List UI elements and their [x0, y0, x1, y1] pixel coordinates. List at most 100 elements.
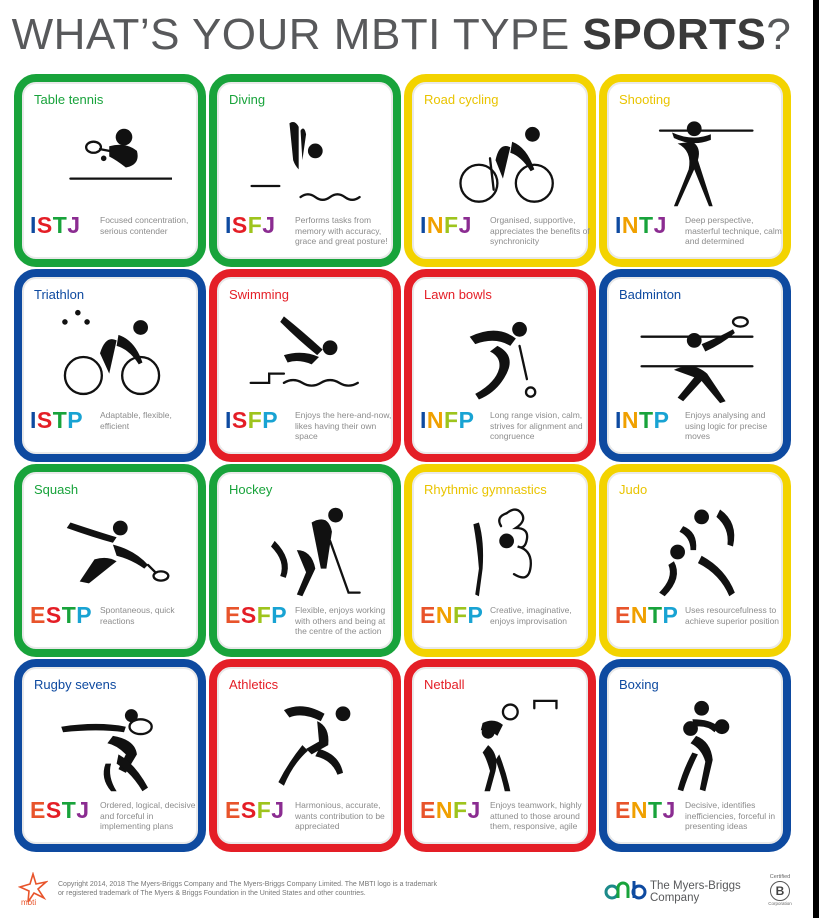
sport-card: Table tennis ISTJ Focused concentration, s… — [14, 74, 206, 267]
sport-name: Rhythmic gymnastics — [424, 482, 547, 497]
sport-card: Triathlon ISTP Adaptable, flexible, effici… — [14, 269, 206, 462]
sport-name: Table tennis — [34, 92, 104, 107]
type-letter: T — [639, 407, 654, 433]
type-description: Enjoys the here-and-now, likes having th… — [295, 410, 392, 441]
sport-name: Lawn bowls — [424, 287, 492, 302]
mbti-type: ESFJ — [225, 797, 285, 824]
bcorp-letter: B — [770, 881, 790, 901]
type-letter: P — [458, 407, 475, 433]
hockey-icon — [271, 507, 361, 597]
type-letter: T — [639, 212, 654, 238]
sport-card: Road cycling INFJ Organised, supportive, a… — [404, 74, 596, 267]
type-letter: F — [444, 407, 459, 433]
sport-name: Netball — [424, 677, 465, 692]
right-edge-bar — [813, 0, 819, 918]
type-letter: F — [256, 602, 272, 628]
type-letter: J — [458, 212, 472, 238]
type-letter: T — [61, 797, 77, 823]
type-description: Adaptable, flexible, efficient — [100, 410, 172, 431]
company-name-line2: Company — [650, 892, 700, 904]
triathlon-icon — [62, 309, 161, 396]
sport-name: Hockey — [229, 482, 273, 497]
boxing-icon — [677, 700, 730, 792]
type-letter: E — [225, 797, 241, 823]
mbti-logo-icon — [18, 872, 48, 903]
type-description: Ordered, logical, decisive and forceful … — [100, 800, 196, 831]
rhythmic-gymnastics-icon — [473, 508, 532, 597]
type-description: Creative, imaginative, enjoys improvisat… — [490, 605, 572, 626]
type-letter: I — [225, 212, 232, 238]
footer: mbti Copyright 2014, 2018 The Myers-Brig… — [0, 868, 819, 918]
road-cycling-icon — [459, 126, 554, 203]
squash-icon — [66, 520, 170, 584]
sport-name: Swimming — [229, 287, 289, 302]
type-letter: N — [426, 407, 445, 433]
type-letter: P — [262, 407, 279, 433]
type-description: Spontaneous, quick reactions — [100, 605, 175, 626]
athletics-icon — [278, 706, 351, 786]
type-letter: J — [653, 212, 667, 238]
sport-card: Rugby sevens ESTJ Ordered, logical, decisi… — [14, 659, 206, 852]
mbti-type: INFJ — [420, 212, 472, 239]
type-letter: N — [435, 602, 453, 628]
sport-name: Road cycling — [424, 92, 499, 107]
type-letter: F — [452, 797, 468, 823]
type-letter: T — [647, 797, 663, 823]
type-letter: E — [420, 797, 436, 823]
type-description: Enjoys teamwork, highly attuned to those… — [490, 800, 582, 831]
type-letter: T — [52, 212, 68, 238]
type-description: Organised, supportive, appreciates the b… — [490, 215, 590, 246]
table-tennis-icon — [69, 128, 172, 180]
mbti-type: ESTP — [30, 602, 92, 629]
sport-name: Shooting — [619, 92, 671, 107]
sport-card: Boxing ENTJ Decisive, identifies inefficie… — [599, 659, 791, 852]
type-letter: I — [420, 407, 427, 433]
type-letter: J — [271, 797, 285, 823]
swimming-icon — [249, 316, 359, 387]
sports-grid: Table tennis ISTJ Focused concentration, s… — [14, 74, 796, 862]
sport-name: Badminton — [619, 287, 682, 302]
type-letter: P — [67, 407, 84, 433]
type-description: Focused concentration, serious contender — [100, 215, 189, 236]
badminton-icon — [640, 316, 754, 404]
type-letter: N — [621, 407, 640, 433]
mbti-type: INTP — [615, 407, 669, 434]
sport-card: Judo ENTP Uses resourcefulness to achieve … — [599, 464, 791, 657]
sport-card: Athletics ESFJ Harmonious, accurate, wants… — [209, 659, 401, 852]
type-letter: F — [247, 407, 263, 433]
type-letter: I — [615, 212, 622, 238]
mb-logo-icon — [604, 881, 647, 900]
type-letter: S — [45, 797, 62, 823]
sport-name: Squash — [34, 482, 79, 497]
sport-name: Judo — [619, 482, 648, 497]
type-letter: I — [615, 407, 622, 433]
mbti-type: ESTJ — [30, 797, 90, 824]
sport-card: Shooting INTJ Deep perspective, masterful … — [599, 74, 791, 267]
diving-icon — [250, 122, 361, 201]
type-description: Uses resourcefulness to achieve superior… — [685, 605, 780, 626]
type-letter: E — [30, 797, 46, 823]
rugby-icon — [61, 709, 153, 792]
type-letter: E — [615, 602, 631, 628]
copyright-text: Copyright 2014, 2018 The Myers-Briggs Co… — [58, 881, 437, 897]
type-letter: T — [52, 407, 68, 433]
type-description: Flexible, enjoys working with others and… — [295, 605, 386, 636]
mbti-type: ENFJ — [420, 797, 481, 824]
mbti-type: INFP — [420, 407, 474, 434]
mbti-type: ISTJ — [30, 212, 81, 239]
type-letter: F — [247, 212, 263, 238]
sport-card: Rhythmic gymnastics ENFP Creative, imagina… — [404, 464, 596, 657]
type-letter: I — [420, 212, 427, 238]
bcorp-badge: Certified B Corporation — [765, 874, 795, 910]
type-letter: J — [662, 797, 676, 823]
mbti-type: ISTP — [30, 407, 83, 434]
sport-card: Netball ENFJ Enjoys teamwork, highly attun… — [404, 659, 596, 852]
type-description: Harmonious, accurate, wants contribution… — [295, 800, 385, 831]
type-description: Deep perspective, masterful technique, c… — [685, 215, 782, 246]
sport-card: Hockey ESFP Flexible, enjoys working with … — [209, 464, 401, 657]
mbti-type: ISFJ — [225, 212, 276, 239]
sport-name: Athletics — [229, 677, 279, 692]
type-description: Enjoys analysing and using logic for pre… — [685, 410, 768, 441]
mbti-type: INTJ — [615, 212, 667, 239]
type-letter: N — [435, 797, 453, 823]
